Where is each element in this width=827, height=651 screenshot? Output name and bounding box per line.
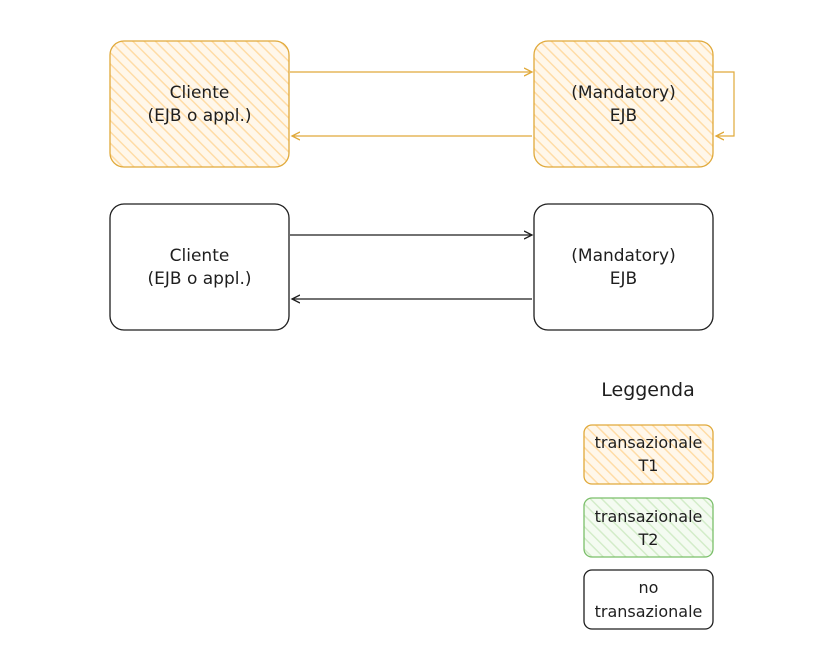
diagram2-ejb-line2: EJB [610, 269, 637, 289]
legend-item-t2-line2: T2 [638, 530, 659, 549]
diagram2-client-line2: (EJB o appl.) [147, 269, 251, 289]
legend-item-t2: transazionale T2 [583, 497, 714, 558]
diagram1-ejb-line2: EJB [610, 106, 637, 126]
diagram1-client-line1: Cliente [170, 83, 230, 103]
diagram1-client-box[interactable]: Cliente (EJB o appl.) [109, 40, 290, 168]
diagram1: Cliente (EJB o appl.) (Mandatory) EJB [109, 40, 735, 168]
diagram2-client-line1: Cliente [170, 246, 230, 266]
legend-item-none-line2: transazionale [595, 602, 703, 621]
diagram2-ejb-box[interactable]: (Mandatory) EJB [533, 203, 714, 331]
diagram2: Cliente (EJB o appl.) (Mandatory) EJB [109, 203, 714, 331]
legend-item-none-line1: no [639, 578, 659, 597]
diagram2-client-box[interactable]: Cliente (EJB o appl.) [109, 203, 290, 331]
diagram1-client-line2: (EJB o appl.) [147, 106, 251, 126]
legend-item-t1-line1: transazionale [595, 433, 703, 452]
legend-item-t1-line2: T1 [638, 456, 659, 475]
legend-item-none: no transazionale [583, 569, 714, 630]
legend-item-t2-line1: transazionale [595, 507, 703, 526]
diagram1-self-loop-arrow [714, 71, 735, 136]
diagram1-ejb-box[interactable]: (Mandatory) EJB [533, 40, 714, 168]
diagram1-ejb-line1: (Mandatory) [571, 83, 675, 103]
legend-item-t1: transazionale T1 [583, 424, 714, 485]
diagram2-ejb-line1: (Mandatory) [571, 246, 675, 266]
legend: Leggenda transazionale T1 transazionale … [583, 379, 714, 630]
legend-title: Leggenda [601, 379, 695, 401]
